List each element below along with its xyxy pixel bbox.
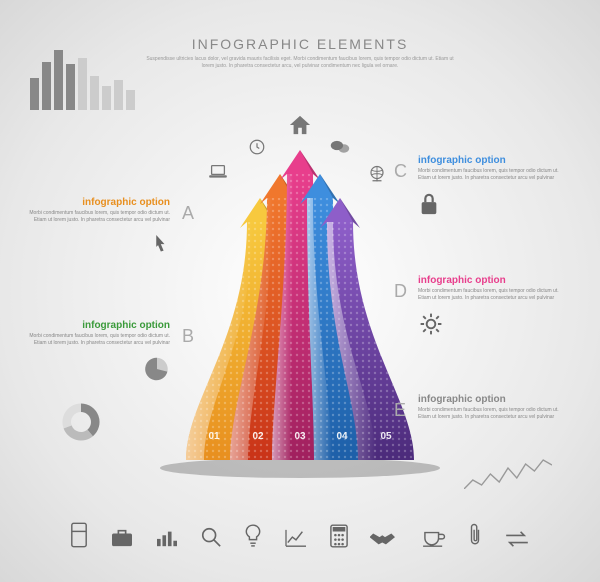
briefcase-icon: [110, 522, 134, 548]
option-letter: B: [182, 326, 194, 347]
arrows-icon: [504, 522, 530, 548]
arrow-number: 03: [287, 431, 313, 442]
option-title: infographic option: [418, 275, 563, 286]
option-block: A infographic option Morbi condimentum f…: [25, 197, 170, 223]
gear-icon: [418, 311, 444, 342]
option-letter: E: [394, 400, 406, 421]
bar: [102, 86, 111, 110]
bar: [42, 62, 51, 110]
clip-icon: [468, 522, 482, 548]
bar: [114, 80, 123, 110]
option-title: infographic option: [25, 320, 170, 331]
option-title: infographic option: [418, 155, 563, 166]
pie-icon: [144, 356, 170, 387]
option-block: E infographic option Morbi condimentum f…: [418, 394, 563, 420]
bulb-icon: [244, 522, 262, 548]
home-icon: [288, 114, 312, 141]
bottom-icon-bar: [0, 522, 600, 548]
arrow-number: 04: [329, 431, 355, 442]
page-title: INFOGRAPHIC ELEMENTS: [0, 0, 600, 52]
donut-chart: [62, 403, 100, 446]
bar: [126, 90, 135, 110]
bar: [78, 58, 87, 110]
bar: [30, 78, 39, 110]
handshake-icon: [370, 522, 400, 548]
option-desc: Morbi condimentum faucibus lorem, quis t…: [418, 168, 563, 181]
clock-icon: [248, 138, 266, 161]
bars-icon: [156, 522, 178, 548]
option-title: infographic option: [418, 394, 563, 405]
arrow-number: 01: [201, 431, 227, 442]
bar: [90, 76, 99, 110]
magnifier-icon: [200, 522, 222, 548]
bar: [54, 50, 63, 110]
option-desc: Morbi condimentum faucibus lorem, quis t…: [418, 288, 563, 301]
option-title: infographic option: [25, 197, 170, 208]
arrow-number: 05: [373, 431, 399, 442]
option-block: B infographic option Morbi condimentum f…: [25, 320, 170, 346]
laptop-icon: [208, 164, 228, 185]
globe-icon: [368, 164, 386, 189]
arrow-number: 02: [245, 431, 271, 442]
bar: [66, 64, 75, 110]
option-letter: D: [394, 281, 407, 302]
option-desc: Morbi condimentum faucibus lorem, quis t…: [25, 210, 170, 223]
option-desc: Morbi condimentum faucibus lorem, quis t…: [25, 333, 170, 346]
pointer-icon: [148, 233, 170, 264]
lock-icon: [418, 191, 440, 222]
option-letter: C: [394, 161, 407, 182]
fridge-icon: [70, 522, 88, 548]
page-subtitle: Suspendisse ultricies lacus dolor, vel g…: [140, 56, 460, 70]
option-desc: Morbi condimentum faucibus lorem, quis t…: [418, 407, 563, 420]
linegraph-icon: [284, 522, 308, 548]
sparkline-chart: [464, 455, 552, 494]
option-letter: A: [182, 203, 194, 224]
chat-icon: [330, 138, 350, 161]
calculator-icon: [330, 522, 348, 548]
cup-icon: [422, 522, 446, 548]
option-block: C infographic option Morbi condimentum f…: [418, 155, 563, 181]
option-block: D infographic option Morbi condimentum f…: [418, 275, 563, 301]
mini-bar-chart: [30, 48, 135, 110]
